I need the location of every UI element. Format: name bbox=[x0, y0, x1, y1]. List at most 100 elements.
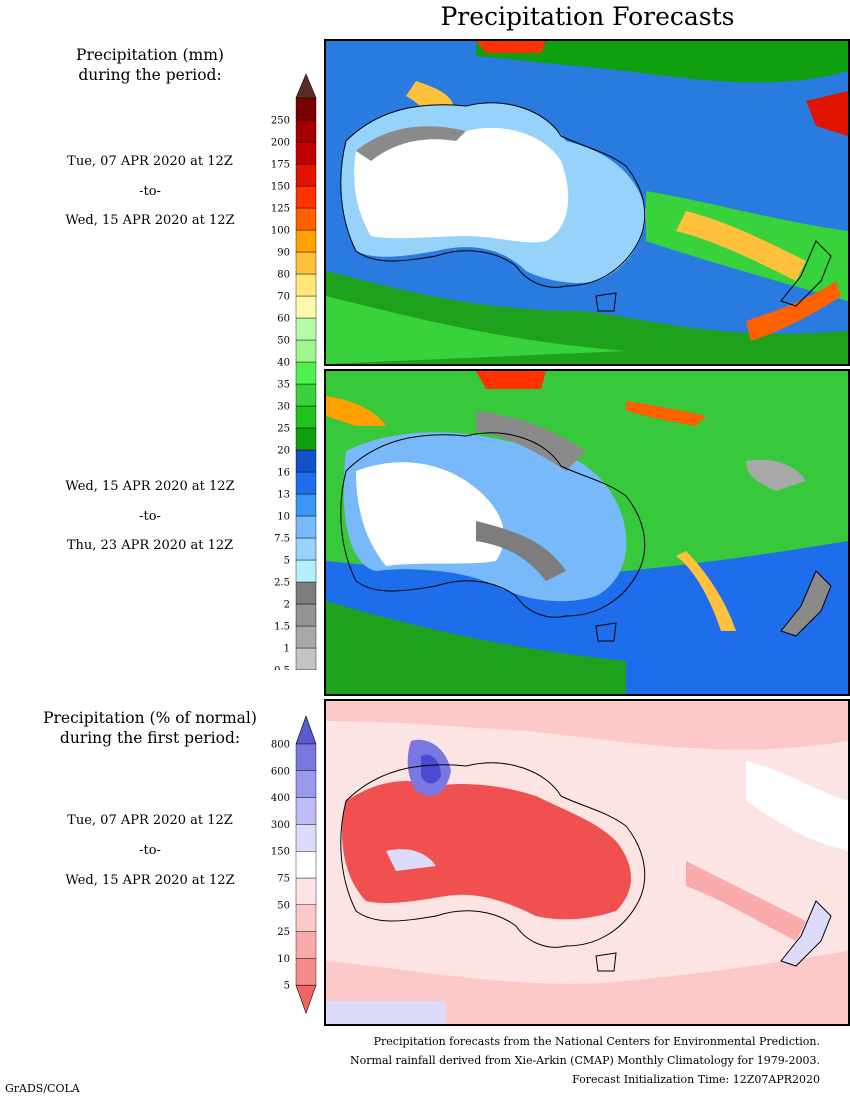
colorbar-swatch bbox=[295, 625, 317, 649]
colorbar-swatch bbox=[295, 958, 317, 986]
colorbar-swatch bbox=[295, 339, 317, 363]
period2-sep: -to- bbox=[139, 509, 161, 524]
colorbar-swatch bbox=[295, 119, 317, 143]
colorbar-tick-label: 20 bbox=[277, 446, 290, 457]
colorbar-tick-label: 400 bbox=[271, 793, 290, 804]
precip-mm-heading: Precipitation (mm) during the period: bbox=[0, 45, 300, 85]
colorbar-swatch bbox=[295, 361, 317, 385]
colorbar-tick-label: 13 bbox=[277, 490, 290, 501]
colorbar-top-cap bbox=[295, 715, 317, 745]
colorbar-swatch bbox=[295, 317, 317, 341]
colorbar-swatch bbox=[295, 581, 317, 605]
colorbar-swatch bbox=[295, 405, 317, 429]
colorbar-tick-label: 80 bbox=[277, 270, 290, 281]
colorbar-tick-label: 10 bbox=[277, 512, 290, 523]
colorbar-bottom-cap bbox=[295, 984, 317, 1015]
colorbar-tick-label: 25 bbox=[277, 927, 290, 938]
colorbar-tick-label: 50 bbox=[277, 336, 290, 347]
colorbar-swatch bbox=[295, 559, 317, 583]
map-panel-week2-mm bbox=[324, 369, 850, 696]
colorbar-swatch bbox=[295, 141, 317, 165]
colorbar-swatch bbox=[295, 383, 317, 407]
colorbar-swatch bbox=[295, 97, 317, 121]
colorbar-swatch bbox=[295, 877, 317, 905]
precip-pct-colorbar: 5 10 25 50 75 150 300 400 600 800 bbox=[271, 715, 317, 1015]
period3-end: Wed, 15 APR 2020 at 12Z bbox=[65, 873, 235, 888]
period2-start: Wed, 15 APR 2020 at 12Z bbox=[65, 479, 235, 494]
colorbar-swatch bbox=[295, 207, 317, 231]
colorbar-tick-label: 16 bbox=[277, 468, 290, 479]
colorbar-tick-label: 150 bbox=[271, 182, 290, 193]
colorbar-swatch bbox=[295, 743, 317, 771]
colorbar-tick-label: 25 bbox=[277, 424, 290, 435]
colorbar-swatch bbox=[295, 251, 317, 275]
colorbar-tick-label: 200 bbox=[271, 138, 290, 149]
credits-line2: Normal rainfall derived from Xie-Arkin (… bbox=[350, 1054, 820, 1067]
colorbar-tick-label: 175 bbox=[271, 160, 290, 171]
colorbar-swatch bbox=[295, 493, 317, 517]
week1-precip-map bbox=[326, 41, 848, 364]
precip-pct-heading-line2: during the first period: bbox=[59, 729, 241, 747]
colorbar-swatch bbox=[295, 931, 317, 959]
credits-line1: Precipitation forecasts from the Nationa… bbox=[373, 1035, 820, 1048]
period1-sep: -to- bbox=[139, 184, 161, 199]
precip-pct-heading: Precipitation (% of normal) during the f… bbox=[0, 708, 300, 748]
colorbar-swatch bbox=[295, 537, 317, 561]
colorbar-tick-label: 300 bbox=[271, 820, 290, 831]
colorbar-tick-label: 1.5 bbox=[274, 622, 290, 633]
period1-start: Tue, 07 APR 2020 at 12Z bbox=[67, 154, 233, 169]
colorbar-tick-label: 250 bbox=[271, 116, 290, 127]
colorbar-swatch bbox=[295, 229, 317, 253]
period3-sep: -to- bbox=[139, 843, 161, 858]
credits-line3: Forecast Initialization Time: 12Z07APR20… bbox=[572, 1073, 820, 1086]
colorbar-tick-label: 2.5 bbox=[274, 578, 290, 589]
pct-normal-map bbox=[326, 701, 848, 1024]
colorbar-tick-label: 60 bbox=[277, 314, 290, 325]
credits-block: Precipitation forecasts from the Nationa… bbox=[300, 1032, 820, 1089]
colorbar-tick-label: 1 bbox=[284, 644, 290, 655]
precip-mm-colorbar: 0.5 1 1.5 2 2.5 5 7.5 10 13 16 20 25 30 35 40 50 60 70 80 9… bbox=[271, 73, 317, 671]
colorbar-swatch bbox=[295, 770, 317, 798]
precip-mm-heading-line1: Precipitation (mm) bbox=[76, 46, 224, 64]
colorbar-tick-label: 10 bbox=[277, 954, 290, 965]
colorbar-top-cap bbox=[295, 73, 317, 99]
colorbar-swatch bbox=[295, 603, 317, 627]
colorbar-tick-label: 5 bbox=[284, 981, 290, 992]
colorbar-tick-label: 100 bbox=[271, 226, 290, 237]
colorbar-tick-label: 50 bbox=[277, 900, 290, 911]
colorbar-swatch bbox=[295, 427, 317, 451]
colorbar-tick-label: 75 bbox=[277, 874, 290, 885]
colorbar-swatch bbox=[295, 647, 317, 670]
colorbar-swatch bbox=[295, 295, 317, 319]
colorbar-tick-label: 0.5 bbox=[274, 666, 290, 671]
colorbar-tick-label: 70 bbox=[277, 292, 290, 303]
colorbar-tick-label: 600 bbox=[271, 766, 290, 777]
colorbar-swatch bbox=[295, 797, 317, 825]
colorbar-swatch bbox=[295, 824, 317, 852]
colorbar-swatch bbox=[295, 515, 317, 539]
colorbar-swatch bbox=[295, 185, 317, 209]
precip-mm-heading-line2: during the period: bbox=[78, 66, 222, 84]
colorbar-swatch bbox=[295, 163, 317, 187]
colorbar-tick-label: 5 bbox=[284, 556, 290, 567]
week2-precip-map bbox=[326, 371, 848, 694]
colorbar-tick-label: 125 bbox=[271, 204, 290, 215]
colorbar-swatch bbox=[295, 904, 317, 932]
colorbar-tick-label: 90 bbox=[277, 248, 290, 259]
map-panel-pct-normal bbox=[324, 699, 850, 1026]
period2-end: Thu, 23 APR 2020 at 12Z bbox=[66, 538, 234, 553]
precip-pct-heading-line1: Precipitation (% of normal) bbox=[43, 709, 257, 727]
period1-end: Wed, 15 APR 2020 at 12Z bbox=[65, 213, 235, 228]
map-panel-week1-mm bbox=[324, 39, 850, 366]
colorbar-tick-label: 800 bbox=[271, 740, 290, 751]
colorbar-tick-label: 30 bbox=[277, 402, 290, 413]
colorbar-tick-label: 2 bbox=[284, 600, 290, 611]
page-title: Precipitation Forecasts bbox=[440, 2, 735, 31]
colorbar-swatch bbox=[295, 471, 317, 495]
colorbar-tick-label: 40 bbox=[277, 358, 290, 369]
period3-start: Tue, 07 APR 2020 at 12Z bbox=[67, 813, 233, 828]
colorbar-tick-label: 7.5 bbox=[274, 534, 290, 545]
colorbar-tick-label: 150 bbox=[271, 847, 290, 858]
colorbar-tick-label: 35 bbox=[277, 380, 290, 391]
software-credit: GrADS/COLA bbox=[5, 1082, 80, 1095]
